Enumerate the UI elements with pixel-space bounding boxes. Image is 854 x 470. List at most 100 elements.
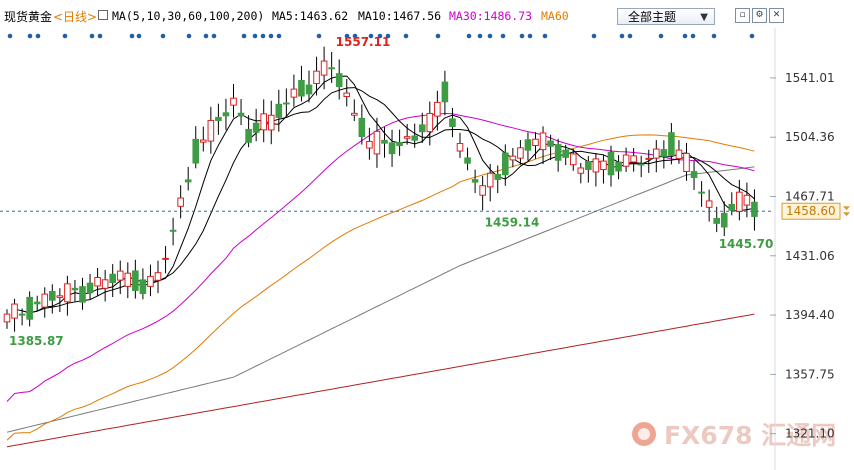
candle-body <box>267 114 275 131</box>
candle-body <box>698 191 705 194</box>
event-marker-dot <box>89 33 95 39</box>
price-marker-icon <box>843 212 850 217</box>
symbol-name: 现货黄金 <box>4 10 53 24</box>
candle-body <box>154 272 162 281</box>
candle-body <box>532 138 539 147</box>
candle-body <box>607 151 615 176</box>
extreme-label: 1459.14 <box>485 215 540 229</box>
candle-body <box>373 130 381 155</box>
candle-body <box>403 136 411 139</box>
ma5-value: MA5:1463.62 <box>272 9 349 23</box>
event-marker-dot <box>260 33 266 39</box>
candle-body <box>252 122 260 133</box>
candle-body <box>720 212 728 228</box>
candle-body <box>49 290 56 301</box>
candle-body <box>298 79 305 97</box>
extreme-label: 1445.70 <box>719 237 774 251</box>
candle-body <box>215 116 222 121</box>
candle-body <box>260 113 267 131</box>
event-marker-dot <box>519 33 525 39</box>
event-marker-dot <box>658 33 664 39</box>
candle-body <box>101 279 109 289</box>
candle-body <box>441 81 449 103</box>
candle-body <box>592 158 600 173</box>
event-marker-dot <box>466 33 472 39</box>
candle-body <box>305 84 313 95</box>
candle-body <box>237 112 245 117</box>
candle-body <box>418 124 426 133</box>
candle-body <box>290 88 298 98</box>
candle-body <box>71 287 79 291</box>
event-marker-dot <box>690 33 696 39</box>
candle-body <box>245 128 252 143</box>
event-marker-dot <box>241 33 247 39</box>
candle-body <box>396 141 403 146</box>
theme-dropdown-label: 全部主题 <box>628 10 677 24</box>
candle-body <box>471 179 479 183</box>
event-marker-dot <box>276 33 282 39</box>
candle-body <box>683 152 690 172</box>
candle-body <box>622 154 630 167</box>
y-axis: 1577.661541.011504.361467.711431.061394.… <box>770 12 835 470</box>
event-marker-dot <box>35 33 41 39</box>
candle-body <box>449 118 456 127</box>
candle-body <box>554 144 562 161</box>
candle-body <box>184 179 192 183</box>
y-tick-label: 1394.40 <box>785 308 835 322</box>
candle-body <box>743 194 751 206</box>
ma-parameters: MA(5,10,30,60,100,200) <box>112 9 265 23</box>
event-marker-dot <box>377 33 383 39</box>
candle-body <box>335 73 343 87</box>
candle-body <box>147 275 154 287</box>
candle-body <box>562 149 570 158</box>
minimize-icon[interactable]: ▫ <box>735 8 750 23</box>
period-label[interactable]: <日线> <box>53 10 98 24</box>
close-icon[interactable]: ✕ <box>769 8 784 23</box>
watermark-text: FX678 汇通网 <box>664 421 836 450</box>
candle-body <box>366 140 373 149</box>
event-marker-dot <box>62 33 68 39</box>
event-marker-dot <box>749 33 755 39</box>
candle-body <box>230 97 237 106</box>
ma10-line <box>21 87 755 314</box>
y-tick-label: 1357.75 <box>785 367 835 381</box>
event-marker-dot <box>129 33 135 39</box>
event-marker-dot <box>591 33 597 39</box>
candle-body <box>18 313 26 316</box>
event-marker-dot <box>352 33 358 39</box>
event-marker-dot <box>344 33 350 39</box>
settings-icon[interactable]: ⚙ <box>752 8 767 23</box>
candle-body <box>690 171 698 178</box>
event-marker-dot <box>527 33 533 39</box>
event-marker-dot <box>385 33 391 39</box>
current-price-box <box>781 202 841 220</box>
event-marker-dot <box>487 33 493 39</box>
candle-body <box>637 163 645 166</box>
ma30-line <box>6 112 755 402</box>
price-annotations: 1458.60 1557.11 1385.87 1459.14 1445.70 FX678… <box>0 35 850 450</box>
candle-body <box>524 139 532 151</box>
ma-toggle-checkbox[interactable] <box>98 10 108 20</box>
ma10-value: MA10:1467.56 <box>358 9 442 23</box>
ma30-value: MA30:1486.73 <box>449 9 533 23</box>
candle-body <box>222 112 230 117</box>
theme-dropdown[interactable]: 全部主题 ▼ <box>617 8 715 25</box>
event-marker-dot <box>252 33 258 39</box>
y-tick-label: 1431.06 <box>785 249 835 263</box>
event-marker-dot <box>477 33 483 39</box>
candle-body <box>381 139 388 144</box>
watermark: FX678 汇通网 <box>632 421 836 450</box>
ma200-line <box>6 313 755 448</box>
candle-body <box>600 160 607 171</box>
candle-body <box>713 217 721 224</box>
y-tick-label: 1321.10 <box>785 427 835 441</box>
y-tick-label: 1467.71 <box>785 189 835 203</box>
candle-body <box>64 283 71 303</box>
candle-body <box>547 140 554 147</box>
candle-body <box>434 101 441 117</box>
candle-body <box>41 293 49 308</box>
chevron-down-icon: ▼ <box>700 12 708 23</box>
candle-body <box>79 286 86 303</box>
candle-body <box>116 270 124 281</box>
candle-body <box>675 149 683 160</box>
